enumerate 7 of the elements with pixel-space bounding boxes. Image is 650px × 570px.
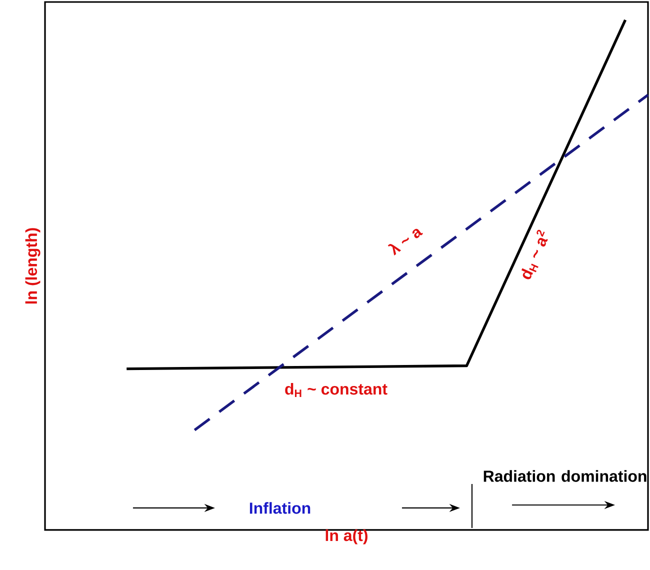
annotation: d$_{H}$ ~ a$^{2}$: [521, 230, 548, 280]
x-axis-title: ln a(t): [326, 529, 368, 544]
y-axis-title: ln (length): [25, 228, 40, 304]
annotation: d$_{H}$ ~ constant: [285, 382, 388, 397]
annotation: Inflation: [250, 502, 310, 514]
annotation: λ ~ a: [388, 228, 423, 256]
annotation: Radiation domination: [484, 470, 646, 482]
